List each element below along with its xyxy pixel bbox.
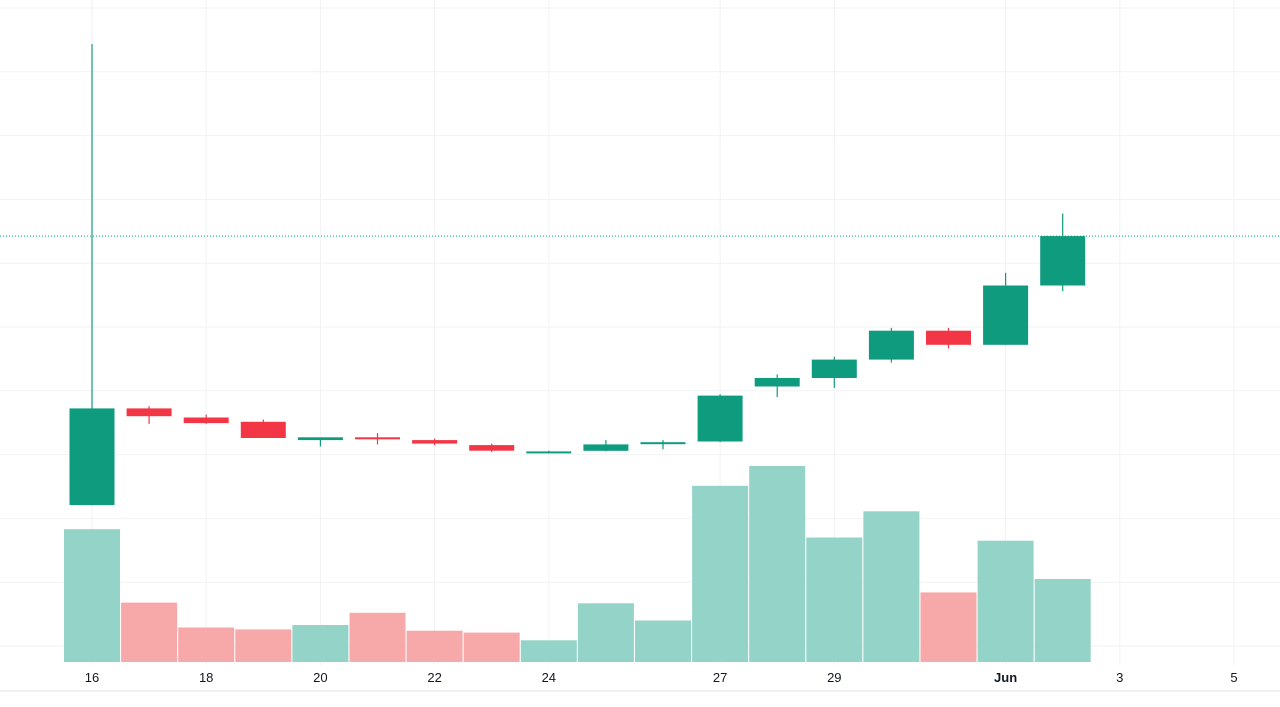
candle [926,327,971,349]
volume-bar [292,625,349,662]
x-tick-label: 22 [427,670,441,685]
candle-body [1040,236,1086,286]
volume-bar [806,537,863,662]
volume-bar [977,540,1034,662]
volume-bar [635,620,691,662]
candle [754,374,800,398]
candle-body [754,378,800,387]
time-axis[interactable]: 16 18 20 22 24 27 29 Jun 3 5 [0,670,1280,692]
grid-layer [0,0,1280,665]
candle-body [526,451,572,454]
candle-body [926,330,971,345]
candle [583,440,629,452]
volume-bar [520,640,577,662]
candle [1040,213,1086,292]
candle [297,437,343,447]
x-tick-label: 29 [827,670,841,685]
volume-bar [920,592,977,662]
candle-body [355,437,400,440]
x-tick-label: 24 [542,670,556,685]
volume-bar [235,629,292,662]
volume-layer [64,466,1091,662]
volume-bar [1034,579,1091,662]
volume-bar [121,602,178,662]
candle-layer [69,44,1086,506]
candle-body [697,395,743,442]
candle-body [868,330,914,360]
volume-bar [178,627,235,662]
candle-body [469,445,515,451]
candle-body [583,444,629,451]
x-tick-label: 18 [199,670,213,685]
candle [868,327,914,363]
volume-bar [863,511,920,662]
candle [983,272,1029,345]
candle-body [240,421,286,438]
volume-bar [749,466,806,662]
candle [69,44,115,506]
candle-body [640,442,686,445]
candle-body [297,437,343,441]
candle-body [183,417,229,424]
volume-bar [64,529,120,662]
volume-bar [463,632,520,662]
candle [640,440,686,450]
x-tick-label: 20 [313,670,327,685]
volume-bar [349,612,406,662]
candle [240,419,286,438]
x-tick-label: Jun [994,670,1017,685]
candle-body [983,285,1029,345]
x-tick-label: 27 [713,670,727,685]
volume-bar [406,630,463,662]
volume-bar [577,603,634,662]
candle [469,443,515,453]
candle [811,356,857,388]
candle [526,450,572,454]
x-tick-label: 5 [1230,670,1237,685]
candle-body [126,408,172,417]
x-tick-label: 16 [85,670,99,685]
volume-bar [692,485,749,662]
candle [697,394,743,443]
candle [126,406,172,424]
candle [183,414,229,424]
candle [412,438,458,446]
candle-body [811,359,857,378]
candle-body [412,440,458,444]
candle-body [69,408,115,506]
candle [355,433,400,445]
x-tick-label: 3 [1116,670,1123,685]
